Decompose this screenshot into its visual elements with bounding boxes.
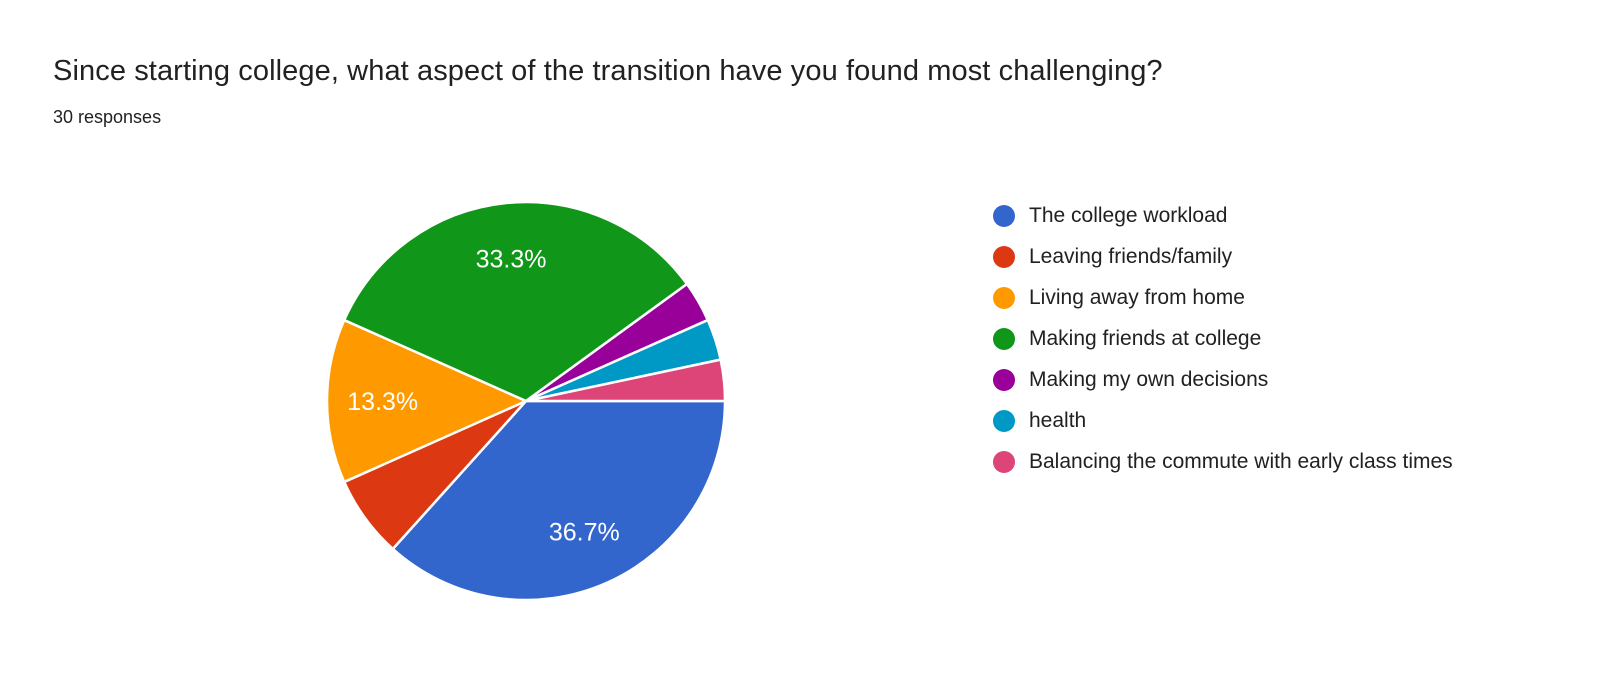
legend-item-label: Making friends at college	[1029, 327, 1262, 350]
pie-chart[interactable]: 36.7% 13.3% 33.3%	[316, 191, 736, 611]
legend-item-label: health	[1029, 409, 1087, 432]
legend-color-dot	[993, 328, 1015, 350]
legend-color-dot	[993, 246, 1015, 268]
legend-item: Making my own decisions	[993, 366, 1493, 393]
pie-slice-6[interactable]	[524, 358, 727, 403]
legend-color-dot	[993, 287, 1015, 309]
legend-item: Leaving friends/family	[993, 243, 1493, 270]
legend-color-dot	[993, 410, 1015, 432]
legend-item: Living away from home	[993, 284, 1493, 311]
pie-chart-container: 36.7% 13.3% 33.3%	[316, 191, 736, 611]
legend-item-label: Leaving friends/family	[1029, 245, 1233, 268]
legend-color-dot	[993, 205, 1015, 227]
question-title: Since starting college, what aspect of t…	[53, 55, 1163, 87]
legend-color-dot	[993, 451, 1015, 473]
pie-slice-3[interactable]	[342, 200, 689, 403]
chart-legend: The college workload Leaving friends/fam…	[993, 202, 1493, 489]
legend-item-label: Balancing the commute with early class t…	[1029, 450, 1453, 473]
pie-slice-0[interactable]	[391, 399, 727, 602]
legend-item-label: The college workload	[1029, 204, 1228, 227]
pie-slice-percent-label-2: 13.3%	[347, 388, 418, 416]
pie-slice-percent-label-0: 36.7%	[549, 519, 620, 547]
legend-item: The college workload	[993, 202, 1493, 229]
legend-item: health	[993, 407, 1493, 434]
legend-item-label: Living away from home	[1029, 286, 1245, 309]
legend-color-dot	[993, 369, 1015, 391]
legend-item-label: Making my own decisions	[1029, 368, 1269, 391]
pie-slice-percent-label-3: 33.3%	[476, 245, 547, 273]
legend-item: Making friends at college	[993, 325, 1493, 352]
legend-item: Balancing the commute with early class t…	[993, 448, 1493, 475]
response-count: 30 responses	[53, 107, 162, 127]
pie-slice-2[interactable]	[325, 318, 528, 484]
